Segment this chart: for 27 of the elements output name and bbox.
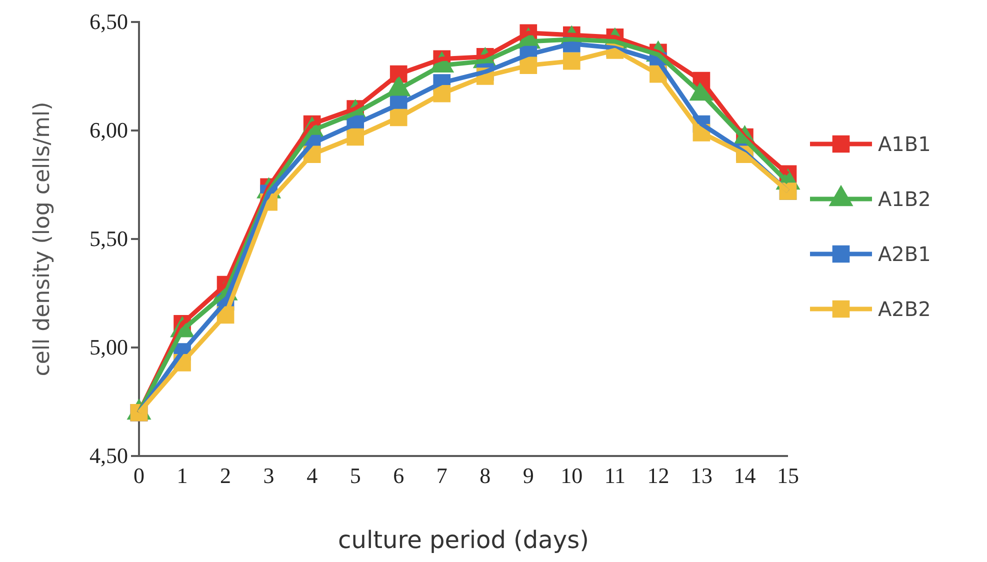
y-tick-label: 6,00 [90, 118, 128, 143]
x-tick-label: 11 [604, 463, 626, 488]
x-tick-label: 9 [522, 463, 534, 488]
x-tick-label: 14 [734, 463, 756, 488]
x-tick-label: 13 [690, 463, 712, 488]
legend-label: A2B2 [878, 297, 931, 321]
x-tick-label: 7 [436, 463, 448, 488]
x-axis-title: culture period (days) [338, 526, 589, 554]
x-tick-label: 15 [777, 463, 799, 488]
legend-label: A2B1 [878, 242, 931, 266]
legend-label: A1B2 [878, 187, 931, 211]
x-tick-label: 5 [350, 463, 361, 488]
x-tick-label: 8 [480, 463, 491, 488]
x-tick-label: 6 [393, 463, 404, 488]
x-tick-label: 12 [647, 463, 670, 488]
x-tick-label: 0 [134, 463, 144, 488]
y-tick-label: 5,00 [90, 334, 128, 360]
y-tick-label: 4,50 [90, 443, 128, 468]
y-tick-label: 6,50 [90, 9, 128, 34]
x-tick-label: 10 [560, 463, 583, 488]
x-tick-label: 4 [306, 463, 318, 488]
x-tick-label: 3 [263, 463, 274, 488]
legend-label: A1B1 [878, 132, 931, 156]
x-tick-label: 2 [220, 463, 232, 488]
y-axis-title: cell density (log cells/ml) [30, 102, 55, 376]
y-tick-label: 5,50 [90, 226, 128, 252]
x-tick-label: 1 [176, 463, 188, 488]
